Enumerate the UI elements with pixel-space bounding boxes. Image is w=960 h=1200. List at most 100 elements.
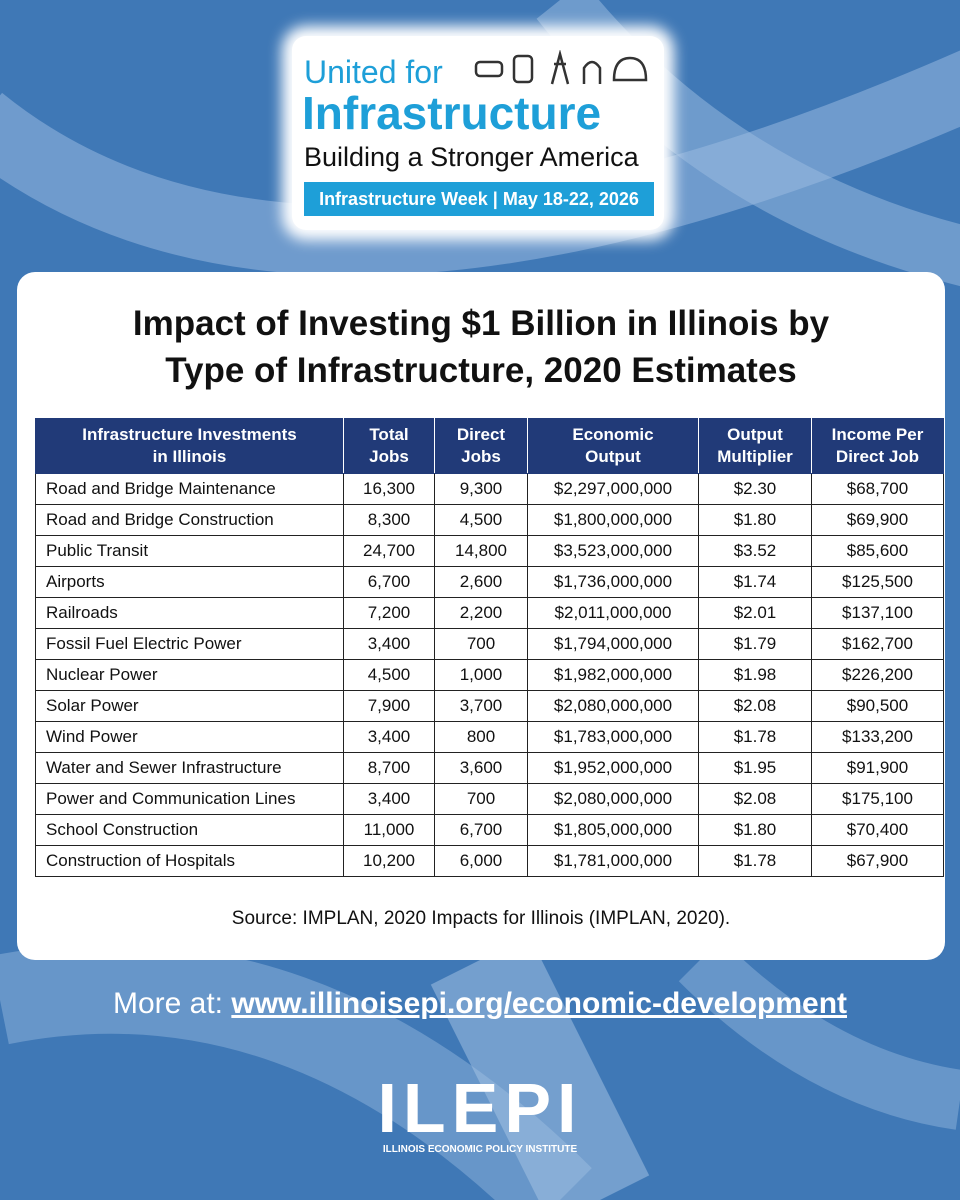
value-cell: $90,500 (811, 690, 944, 722)
value-cell: $3,523,000,000 (527, 535, 699, 567)
header-line: in Illinois (152, 447, 227, 466)
more-line: More at: www.illinoisepi.org/economic-de… (0, 987, 960, 1021)
logo-banner: Infrastructure Week | May 18-22, 2026 (304, 182, 654, 216)
value-cell: 4,500 (343, 659, 435, 691)
header-line: Multiplier (717, 447, 793, 466)
value-cell: $69,900 (811, 504, 944, 536)
table-body: Road and Bridge Maintenance 16,300 9,300 $2… (35, 473, 944, 877)
table-row: Public Transit 24,700 14,800 $3,523,000,000… (35, 535, 944, 567)
value-cell: 6,000 (434, 845, 528, 877)
value-cell: 3,400 (343, 628, 435, 660)
value-cell: $1.79 (698, 628, 812, 660)
value-cell: 700 (434, 783, 528, 815)
value-cell: $1.78 (698, 721, 812, 753)
header-line: Infrastructure Investments (82, 425, 297, 444)
header-line: Direct (456, 425, 506, 444)
value-cell: $1.80 (698, 504, 812, 536)
value-cell: 9,300 (434, 473, 528, 505)
value-cell: $1.95 (698, 752, 812, 784)
value-cell: $1,783,000,000 (527, 721, 699, 753)
value-cell: $226,200 (811, 659, 944, 691)
header-line: Economic (572, 425, 654, 444)
value-cell: 8,700 (343, 752, 435, 784)
column-header: Output Multiplier (698, 418, 812, 474)
table-row: Road and Bridge Construction 8,300 4,500 $1… (35, 504, 944, 536)
value-cell: 16,300 (343, 473, 435, 505)
value-cell: 700 (434, 628, 528, 660)
value-cell: $1,982,000,000 (527, 659, 699, 691)
value-cell: $3.52 (698, 535, 812, 567)
row-label: Power and Communication Lines (35, 783, 344, 815)
logo-line: United for (304, 54, 443, 90)
logo-line: Building a Stronger America (304, 142, 639, 172)
row-label: Wind Power (35, 721, 344, 753)
more-link[interactable]: www.illinoisepi.org/economic-development (231, 987, 848, 1020)
column-header: Economic Output (527, 418, 699, 474)
org-logo: ILEPI (377, 1069, 583, 1147)
value-cell: $2.08 (698, 783, 812, 815)
table-row: Solar Power 7,900 3,700 $2,080,000,000 $2.08… (35, 690, 944, 722)
value-cell: 6,700 (434, 814, 528, 846)
column-header: Infrastructure Investments in Illinois (35, 418, 344, 474)
table-row: Road and Bridge Maintenance 16,300 9,300 $2… (35, 473, 944, 505)
value-cell: 7,900 (343, 690, 435, 722)
org-name: ILLINOIS ECONOMIC POLICY INSTITUTE (382, 1144, 578, 1155)
value-cell: $1.74 (698, 566, 812, 598)
table-row: Wind Power 3,400 800 $1,783,000,000 $1.78 $13… (35, 721, 944, 753)
value-cell: 2,200 (434, 597, 528, 629)
row-label: Fossil Fuel Electric Power (35, 628, 344, 660)
value-cell: 11,000 (343, 814, 435, 846)
value-cell: 3,400 (343, 721, 435, 753)
data-table: Infrastructure Investments in Illinois Tot… (35, 418, 944, 877)
value-cell: 2,600 (434, 566, 528, 598)
value-cell: $137,100 (811, 597, 944, 629)
row-label: School Construction (35, 814, 344, 846)
value-cell: 7,200 (343, 597, 435, 629)
value-cell: $2,080,000,000 (527, 783, 699, 815)
logo-icons (474, 50, 648, 85)
value-cell: $2.01 (698, 597, 812, 629)
value-cell: 24,700 (343, 535, 435, 567)
value-cell: $67,900 (811, 845, 944, 877)
value-cell: $1,736,000,000 (527, 566, 699, 598)
row-label: Nuclear Power (35, 659, 344, 691)
value-cell: 1,000 (434, 659, 528, 691)
column-header: Total Jobs (343, 418, 435, 474)
table-row: Construction of Hospitals 10,200 6,000 $1,7… (35, 845, 944, 877)
event-logo: United for Infrastructure Building a Str… (292, 36, 664, 230)
value-cell: $2,080,000,000 (527, 690, 699, 722)
value-cell: $1,952,000,000 (527, 752, 699, 784)
row-label: Road and Bridge Maintenance (35, 473, 344, 505)
value-cell: 8,300 (343, 504, 435, 536)
logo-line: Infrastructure (302, 87, 602, 139)
header-line: Jobs (369, 447, 409, 466)
value-cell: $1,800,000,000 (527, 504, 699, 536)
value-cell: $85,600 (811, 535, 944, 567)
value-cell: $2,011,000,000 (527, 597, 699, 629)
table-row: School Construction 11,000 6,700 $1,805,000… (35, 814, 944, 846)
header-line: Jobs (461, 447, 501, 466)
table-card: Impact of Investing $1 Billion in Illino… (17, 272, 945, 960)
table-row: Airports 6,700 2,600 $1,736,000,000 $1.74 $12… (35, 566, 944, 598)
value-cell: $1,781,000,000 (527, 845, 699, 877)
row-label: Road and Bridge Construction (35, 504, 344, 536)
value-cell: $2,297,000,000 (527, 473, 699, 505)
value-cell: $68,700 (811, 473, 944, 505)
header-row: Infrastructure Investments in Illinois Tot… (35, 418, 944, 474)
more-prefix: More at: (112, 987, 224, 1020)
value-cell: $133,200 (811, 721, 944, 753)
value-cell: $1.78 (698, 845, 812, 877)
table-row: Fossil Fuel Electric Power 3,400 700 $1,794… (35, 628, 944, 660)
value-cell: $1.80 (698, 814, 812, 846)
value-cell: 3,700 (434, 690, 528, 722)
column-header: Income Per Direct Job (811, 418, 944, 474)
row-label: Railroads (35, 597, 344, 629)
value-cell: $175,100 (811, 783, 944, 815)
value-cell: $1,805,000,000 (527, 814, 699, 846)
value-cell: 3,400 (343, 783, 435, 815)
header-line: Income Per (831, 425, 924, 444)
source-note: Source: IMPLAN, 2020 Impacts for Illinoi… (231, 908, 731, 929)
table-row: Railroads 7,200 2,200 $2,011,000,000 $2.01 $1… (35, 597, 944, 629)
value-cell: $1,794,000,000 (527, 628, 699, 660)
row-label: Water and Sewer Infrastructure (35, 752, 344, 784)
